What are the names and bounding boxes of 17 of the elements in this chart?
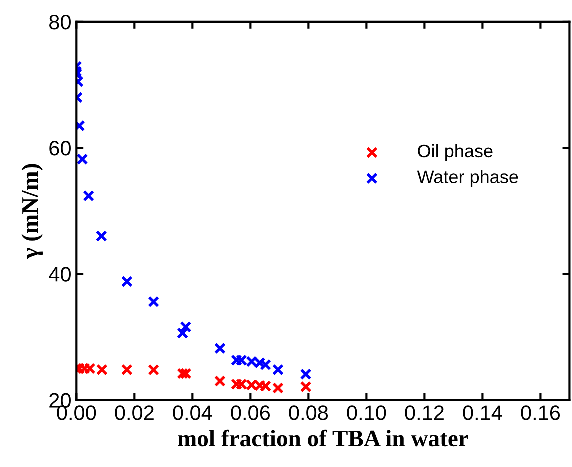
- y-tick-label: 80: [50, 14, 71, 30]
- x-tick-label: 0.02: [115, 406, 154, 420]
- y-tick-label: 60: [50, 141, 71, 156]
- x-tick-label: 0.04: [173, 406, 212, 420]
- x-tick-label: 0.14: [463, 406, 502, 420]
- x-tick-label: 0.10: [347, 406, 386, 420]
- x-tick-label: 0.16: [521, 406, 560, 420]
- x-tick-label: 0.06: [231, 406, 270, 420]
- x-tick-label: 0.00: [57, 406, 96, 420]
- y-axis-title: γ (mN/m): [22, 164, 44, 260]
- x-tick-label: 0.12: [405, 406, 444, 420]
- y-tick-label: 20: [50, 393, 71, 408]
- x-tick-label: 0.08: [289, 406, 328, 420]
- y-tick-label: 40: [49, 267, 71, 282]
- x-axis-title: mol fraction of TBA in water: [178, 430, 468, 447]
- legend-label: Oil phase: [418, 144, 493, 162]
- legend-label: Water phase: [417, 170, 518, 188]
